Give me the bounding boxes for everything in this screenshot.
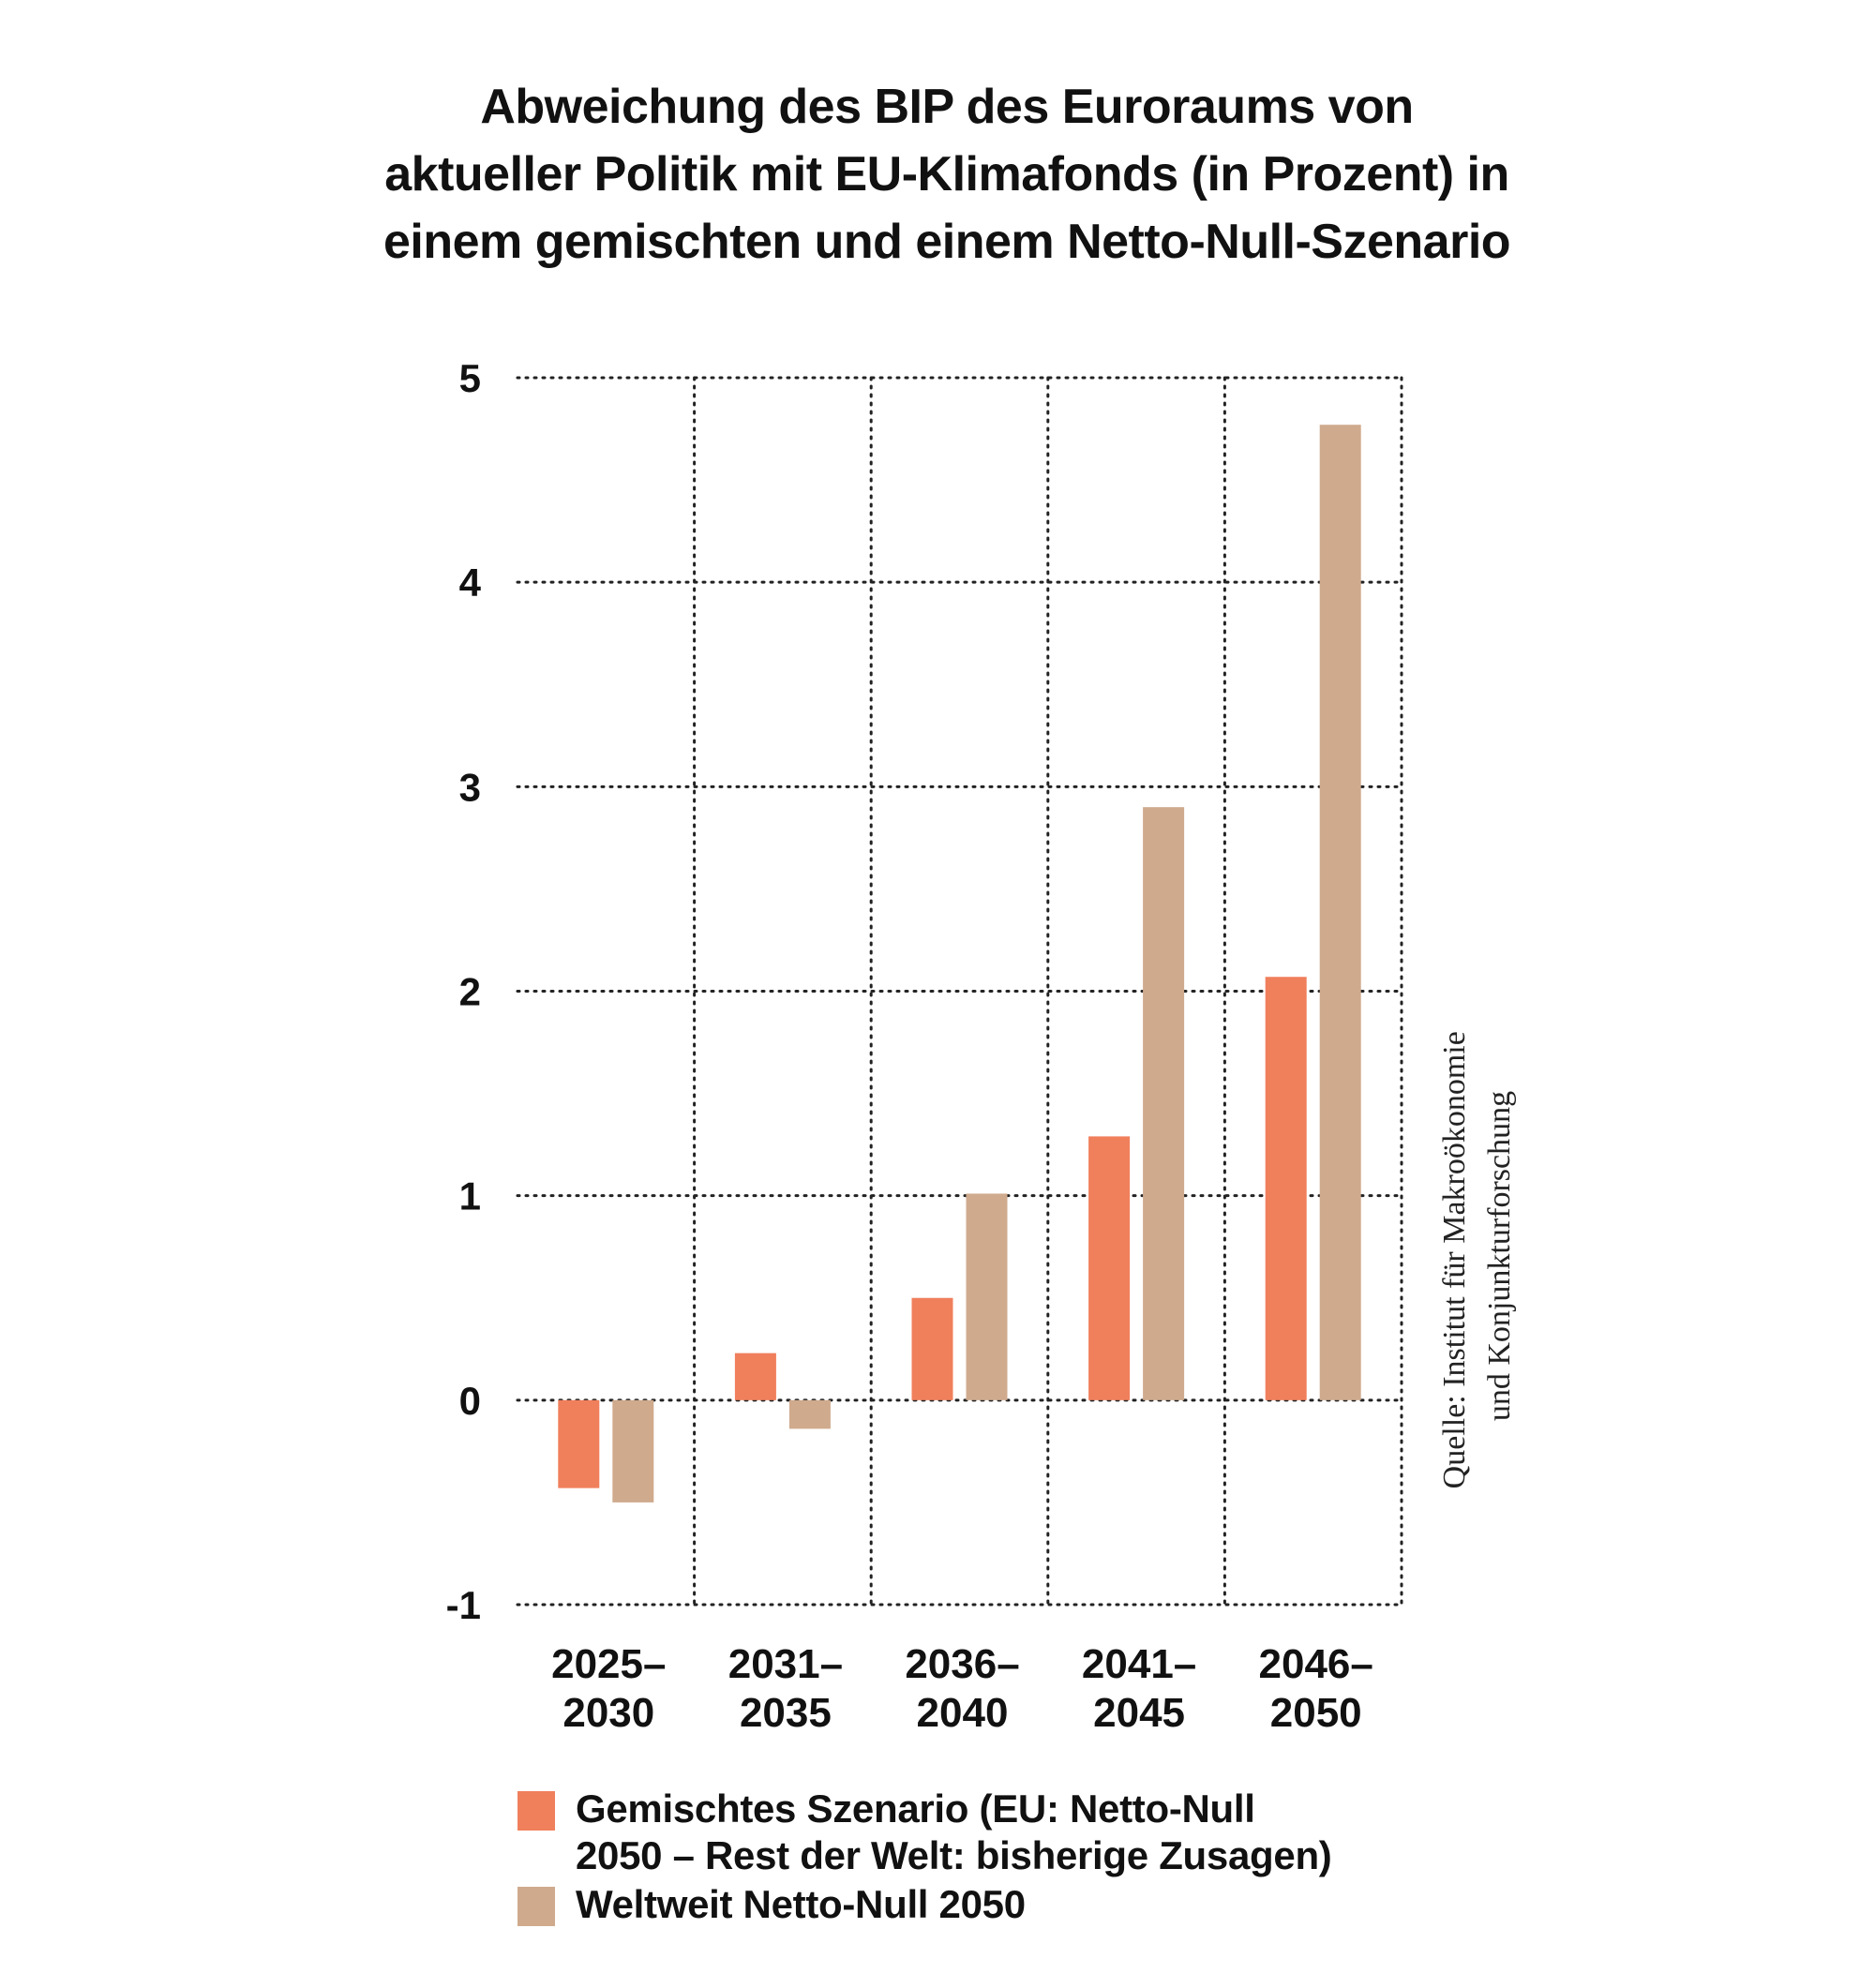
legend-swatch bbox=[518, 1887, 555, 1926]
legend-label-line: 2050 – Rest der Welt: bisherige Zusagen) bbox=[576, 1833, 1332, 1877]
x-tick-label-line: 2031– bbox=[728, 1641, 843, 1687]
y-tick-label: 0 bbox=[459, 1379, 481, 1423]
x-tick-label-line: 2041– bbox=[1082, 1641, 1196, 1687]
bar-series-1-0 bbox=[558, 1399, 600, 1488]
source-note: Quelle: Institut für Makroökonomie und K… bbox=[1437, 1024, 1517, 1489]
bar-series-1-3 bbox=[1088, 1136, 1131, 1400]
y-tick-label: -1 bbox=[446, 1583, 481, 1627]
bar-series-1-4 bbox=[1265, 977, 1307, 1400]
bar-series-2-1 bbox=[788, 1399, 831, 1429]
x-tick-label: 2046– 2050 bbox=[1259, 1641, 1373, 1736]
x-tick-label-line: 2050 bbox=[1270, 1690, 1362, 1736]
legend-label-line: Gemischtes Szenario (EU: Netto-Null bbox=[576, 1786, 1255, 1831]
x-tick-label: 2025– 2030 bbox=[551, 1641, 666, 1736]
x-tick-label-line: 2045 bbox=[1093, 1690, 1185, 1736]
source-line: Quelle: Institut für Makroökonomie bbox=[1437, 1031, 1472, 1488]
bar-series-2-2 bbox=[966, 1193, 1008, 1400]
x-tick-label-line: 2035 bbox=[740, 1690, 832, 1736]
legend-item-gemischtes-szenario: Gemischtes Szenario (EU: Netto-Null 2050… bbox=[518, 1786, 1549, 1879]
grid bbox=[516, 376, 1403, 1607]
bar-series-1-1 bbox=[734, 1353, 776, 1400]
x-tick-label-line: 2030 bbox=[562, 1690, 654, 1736]
y-tick-label: 3 bbox=[459, 765, 481, 809]
y-tick-label: 2 bbox=[459, 970, 481, 1014]
chart-title-line: Abweichung des BIP des Euroraums von bbox=[480, 80, 1414, 134]
legend-item-weltweit-netto-null: Weltweit Netto-Null 2050 bbox=[518, 1881, 1549, 1928]
y-tick-label: 1 bbox=[459, 1174, 481, 1218]
y-axis-ticks: 5 4 3 2 1 0 -1 bbox=[446, 356, 482, 1627]
x-tick-label-line: 2046– bbox=[1259, 1641, 1373, 1687]
legend-swatch bbox=[518, 1791, 555, 1831]
x-tick-label: 2036– 2040 bbox=[905, 1641, 1019, 1736]
x-tick-label-line: 2036– bbox=[905, 1641, 1019, 1687]
bar-series-2-4 bbox=[1319, 425, 1361, 1400]
bar-series-2-0 bbox=[612, 1399, 654, 1502]
legend-label-line: Weltweit Netto-Null 2050 bbox=[576, 1882, 1026, 1926]
chart-title: Abweichung des BIP des Euroraums von akt… bbox=[188, 73, 1706, 276]
y-tick-label: 5 bbox=[459, 356, 481, 400]
bar-series-1-2 bbox=[911, 1297, 953, 1400]
x-tick-label-line: 2025– bbox=[551, 1641, 666, 1687]
legend-label: Weltweit Netto-Null 2050 bbox=[576, 1881, 1494, 1928]
x-axis-ticks: 2025– 2030 2031– 2035 2036– 2040 2041– 2045 2046… bbox=[551, 1641, 1373, 1736]
bar-series-2-3 bbox=[1143, 807, 1185, 1400]
legend: Gemischtes Szenario (EU: Netto-Null 2050… bbox=[518, 1786, 1549, 1930]
x-tick-label: 2031– 2035 bbox=[728, 1641, 843, 1736]
legend-label: Gemischtes Szenario (EU: Netto-Null 2050… bbox=[576, 1786, 1494, 1879]
bars bbox=[558, 425, 1361, 1502]
y-tick-label: 4 bbox=[459, 561, 482, 605]
x-tick-label: 2041– 2045 bbox=[1082, 1641, 1196, 1736]
x-tick-label-line: 2040 bbox=[917, 1690, 1009, 1736]
source-line: und Konjunkturforschung bbox=[1482, 1091, 1517, 1421]
chart-title-line: aktueller Politik mit EU-Klimafonds (in … bbox=[384, 147, 1509, 202]
chart-title-line: einem gemischten und einem Netto-Null-Sz… bbox=[382, 215, 1511, 269]
